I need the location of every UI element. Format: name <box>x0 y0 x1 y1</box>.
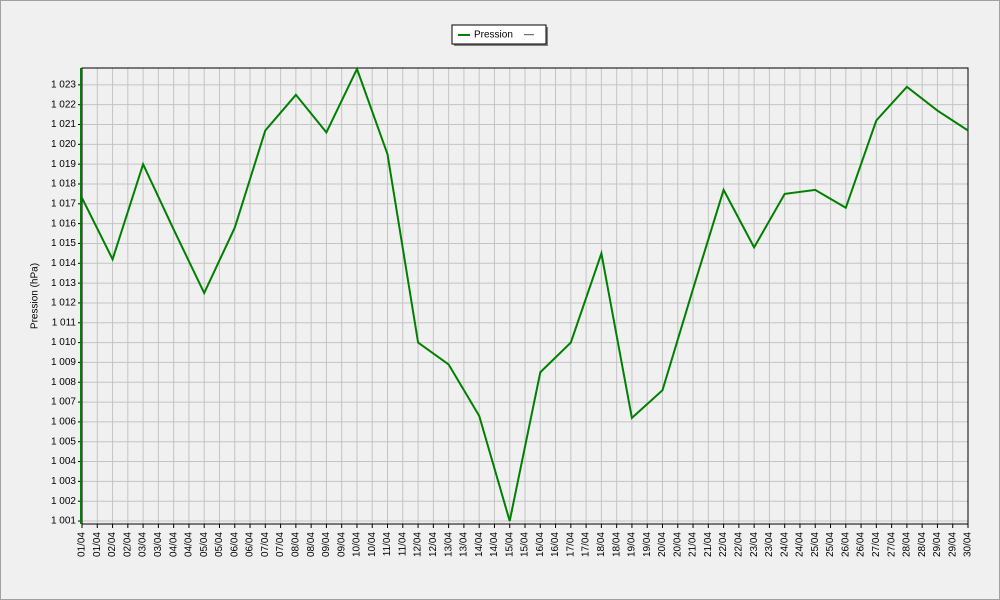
y-tick-label: 1 005 <box>51 436 76 447</box>
y-tick-label: 1 001 <box>51 516 76 527</box>
y-tick-label: 1 019 <box>51 159 76 170</box>
x-tick-label: 22/04 <box>718 532 729 557</box>
x-tick-label: 22/04 <box>734 532 745 557</box>
x-tick-label: 11/04 <box>397 532 408 557</box>
y-tick-label: 1 023 <box>51 79 76 90</box>
x-tick-label: 17/04 <box>581 532 592 557</box>
x-tick-label: 01/04 <box>92 532 103 557</box>
x-tick-label: 02/04 <box>107 532 118 557</box>
x-tick-label: 30/04 <box>963 532 974 557</box>
x-tick-label: 16/04 <box>535 532 546 557</box>
x-tick-label: 13/04 <box>459 532 470 557</box>
x-tick-label: 28/04 <box>902 532 913 557</box>
y-tick-label: 1 010 <box>51 337 76 348</box>
x-tick-label: 12/04 <box>428 532 439 557</box>
y-tick-label: 1 009 <box>51 357 76 368</box>
y-tick-label: 1 004 <box>51 456 76 467</box>
x-tick-label: 03/04 <box>153 532 164 557</box>
x-tick-label: 26/04 <box>840 532 851 557</box>
x-tick-label: 29/04 <box>932 532 943 557</box>
y-tick-label: 1 007 <box>51 397 76 408</box>
x-tick-label: 09/04 <box>336 532 347 557</box>
x-tick-label: 27/04 <box>886 532 897 557</box>
x-tick-label: 26/04 <box>856 532 867 557</box>
x-tick-label: 19/04 <box>642 532 653 557</box>
x-tick-label: 24/04 <box>795 532 806 557</box>
x-tick-label: 18/04 <box>611 532 622 557</box>
x-tick-label: 04/04 <box>184 532 195 557</box>
y-tick-label: 1 012 <box>51 298 76 309</box>
x-tick-label: 02/04 <box>122 532 133 557</box>
y-axis-label: Pression (hPa) <box>30 263 41 329</box>
x-tick-label: 19/04 <box>627 532 638 557</box>
x-tick-label: 09/04 <box>321 532 332 557</box>
x-tick-label: 12/04 <box>413 532 424 557</box>
x-tick-label: 21/04 <box>688 532 699 557</box>
legend-extra: — <box>524 30 534 41</box>
x-tick-label: 20/04 <box>657 532 668 557</box>
y-tick-label: 1 021 <box>51 119 76 130</box>
x-tick-label: 03/04 <box>138 532 149 557</box>
y-tick-label: 1 013 <box>51 278 76 289</box>
x-tick-label: 06/04 <box>245 532 256 557</box>
y-tick-label: 1 014 <box>51 258 76 269</box>
x-tick-label: 15/04 <box>504 532 515 557</box>
x-tick-label: 28/04 <box>917 532 928 557</box>
x-tick-label: 14/04 <box>489 532 500 557</box>
x-tick-label: 08/04 <box>306 532 317 557</box>
x-tick-label: 21/04 <box>703 532 714 557</box>
legend-label: Pression <box>474 30 513 41</box>
x-tick-label: 08/04 <box>291 532 302 557</box>
x-tick-label: 20/04 <box>672 532 683 557</box>
x-tick-label: 07/04 <box>275 532 286 557</box>
x-tick-label: 23/04 <box>749 532 760 557</box>
x-tick-label: 23/04 <box>764 532 775 557</box>
x-tick-label: 29/04 <box>947 532 958 557</box>
x-tick-label: 25/04 <box>810 532 821 557</box>
x-tick-label: 04/04 <box>168 532 179 557</box>
x-tick-label: 25/04 <box>825 532 836 557</box>
x-tick-label: 13/04 <box>443 532 454 557</box>
x-tick-label: 05/04 <box>214 532 225 557</box>
y-tick-label: 1 003 <box>51 476 76 487</box>
y-tick-label: 1 020 <box>51 139 76 150</box>
x-tick-label: 06/04 <box>229 532 240 557</box>
x-tick-label: 05/04 <box>199 532 210 557</box>
y-tick-label: 1 011 <box>52 317 77 328</box>
y-tick-label: 1 022 <box>51 99 76 110</box>
y-tick-label: 1 018 <box>51 179 76 190</box>
y-tick-label: 1 008 <box>51 377 76 388</box>
legend <box>451 24 547 45</box>
y-tick-label: 1 006 <box>51 417 76 428</box>
x-tick-label: 27/04 <box>871 532 882 557</box>
y-tick-label: 1 015 <box>51 238 76 249</box>
x-tick-label: 17/04 <box>565 532 576 557</box>
x-tick-label: 10/04 <box>367 532 378 557</box>
x-tick-label: 01/04 <box>77 532 88 557</box>
x-tick-label: 15/04 <box>520 532 531 557</box>
x-tick-label: 14/04 <box>474 532 485 557</box>
x-tick-label: 11/04 <box>382 532 393 557</box>
x-tick-label: 16/04 <box>550 532 561 557</box>
y-tick-label: 1 017 <box>51 198 76 209</box>
series-line <box>81 66 969 522</box>
x-tick-label: 24/04 <box>779 532 790 557</box>
x-tick-label: 18/04 <box>596 532 607 557</box>
y-tick-label: 1 016 <box>51 218 76 229</box>
x-tick-label: 10/04 <box>352 532 363 557</box>
x-tick-label: 07/04 <box>260 532 271 557</box>
y-tick-label: 1 002 <box>51 496 76 507</box>
